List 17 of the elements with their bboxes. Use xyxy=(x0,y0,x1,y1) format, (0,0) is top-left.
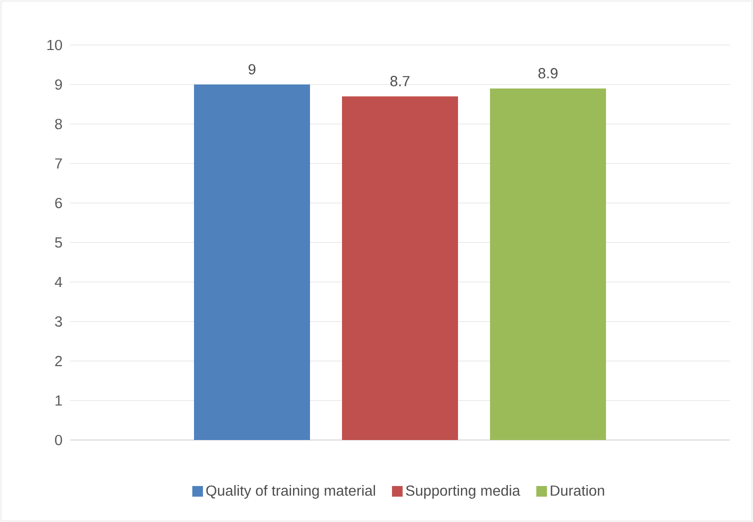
y-tick-label: 0 xyxy=(55,434,62,446)
y-tick-label: 3 xyxy=(55,316,62,327)
y-tick-label: 7 xyxy=(55,158,62,169)
y-tick-label: 5 xyxy=(55,237,62,248)
y-tick-label: 9 xyxy=(55,79,62,90)
legend-label: Quality of training material xyxy=(206,485,375,499)
y-tick-label: 10 xyxy=(47,40,62,50)
legend-label: Supporting media xyxy=(406,485,520,499)
data-label: 8.9 xyxy=(538,68,558,78)
data-label: 9 xyxy=(248,64,256,74)
y-tick-label: 2 xyxy=(55,356,62,366)
data-label: 8.7 xyxy=(390,76,410,86)
y-tick-label: 4 xyxy=(54,276,62,288)
y-tick-label: 6 xyxy=(55,198,62,208)
y-tick-label: 1 xyxy=(56,395,62,406)
y-tick-label: 8 xyxy=(55,118,62,130)
legend-label: Duration xyxy=(550,485,604,496)
